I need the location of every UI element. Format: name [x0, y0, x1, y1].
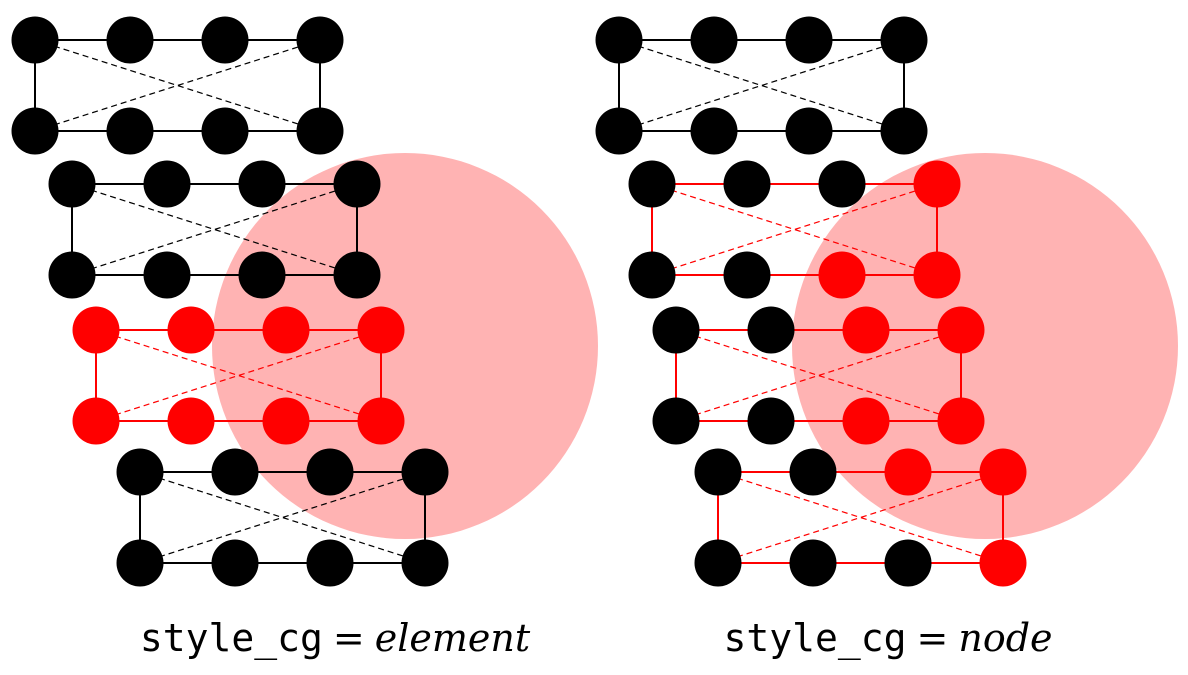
panel-element-element-1-node-7: [201, 107, 249, 155]
panel-node-element-3-node-1: [652, 306, 700, 354]
panel-node-element-4-node-6: [789, 539, 837, 587]
caption-element-value: element: [374, 616, 531, 660]
panel-node-element-4-node-1: [694, 448, 742, 496]
panel-element-element-2-node-4: [333, 160, 381, 208]
panel-node-element-2-node-1: [628, 160, 676, 208]
panel-node-element-2-node-3: [818, 160, 866, 208]
cg-selection-diagram: [11, 16, 1178, 587]
panel-node-element-2-node-4: [913, 160, 961, 208]
panel-node-element-2-node-2: [723, 160, 771, 208]
panel-element-element-3-node-2: [167, 306, 215, 354]
panel-node-element-4-node-2: [789, 448, 837, 496]
panel-node-element-4-node-8: [979, 539, 1027, 587]
panel-node-element-4-node-4: [979, 448, 1027, 496]
panel-element-element-2-node-2: [143, 160, 191, 208]
panel-element-element-2-node-1: [48, 160, 96, 208]
panel-element-element-2-node-5: [48, 251, 96, 299]
panel-node-element-2-node-8: [913, 251, 961, 299]
panel-node-element-1-node-1: [595, 16, 643, 64]
panel-element-element-4-node-6: [211, 539, 259, 587]
panel-node-element-1-node-2: [690, 16, 738, 64]
selection-circle-node: [792, 153, 1178, 539]
panel-element-element-1-node-4: [296, 16, 344, 64]
panel-element-element-4-node-1: [116, 448, 164, 496]
panel-element-element-4-node-2: [211, 448, 259, 496]
panel-node-element-4-node-7: [884, 539, 932, 587]
panel-element-element-3-node-5: [72, 397, 120, 445]
caption-node-equals: =: [916, 616, 949, 660]
panel-node-element-4-node-5: [694, 539, 742, 587]
panel-node-element-1-node-7: [785, 107, 833, 155]
panel-element-element-4-node-3: [306, 448, 354, 496]
panel-element-element-4-node-8: [401, 539, 449, 587]
panel-element-element-1-node-2: [106, 16, 154, 64]
panel-element-element-2-node-3: [238, 160, 286, 208]
panel-node-element-3-node-6: [747, 397, 795, 445]
caption-element: style_cg = element: [38, 616, 632, 661]
panel-node-element-1-node-5: [595, 107, 643, 155]
panel-node-element-2-node-5: [628, 251, 676, 299]
panel-element-element-3-node-7: [262, 397, 310, 445]
panel-element-element-2-node-6: [143, 251, 191, 299]
panel-element-element-4-node-4: [401, 448, 449, 496]
panel-element-element-3-node-3: [262, 306, 310, 354]
panel-element-element-2-node-8: [333, 251, 381, 299]
panel-element-element-2-node-7: [238, 251, 286, 299]
panel-node-element-3-node-5: [652, 397, 700, 445]
panel-element-element-4-node-7: [306, 539, 354, 587]
panel-element-element-4-node-5: [116, 539, 164, 587]
panel-element-element-3-node-6: [167, 397, 215, 445]
panel-element-element-1-node-3: [201, 16, 249, 64]
panel-element-element-3-node-4: [357, 306, 405, 354]
panel-node-element-3-node-3: [842, 306, 890, 354]
panel-node-element-3-node-8: [937, 397, 985, 445]
selection-circle-element: [212, 153, 598, 539]
panel-element-element-1-node-1: [11, 16, 59, 64]
panel-element-element-1-node-5: [11, 107, 59, 155]
panel-node-element-2-node-7: [818, 251, 866, 299]
panel-element-element-3-node-8: [357, 397, 405, 445]
panel-element-element-1-node-6: [106, 107, 154, 155]
panel-element-element-1-node-8: [296, 107, 344, 155]
caption-node-code: style_cg: [723, 616, 907, 660]
panel-node-element-2-node-6: [723, 251, 771, 299]
panel-node-element-3-node-7: [842, 397, 890, 445]
panel-node-element-1-node-3: [785, 16, 833, 64]
caption-node-value: node: [958, 616, 1053, 660]
panel-element-element-3-node-1: [72, 306, 120, 354]
panel-node-element-1-node-8: [880, 107, 928, 155]
panel-node-element-1-node-6: [690, 107, 738, 155]
caption-node: style_cg = node: [591, 616, 1185, 661]
caption-element-equals: =: [332, 616, 365, 660]
panel-node-element-1-node-4: [880, 16, 928, 64]
caption-element-code: style_cg: [139, 616, 323, 660]
panel-node-element-3-node-4: [937, 306, 985, 354]
panel-node-element-4-node-3: [884, 448, 932, 496]
panel-node-element-3-node-2: [747, 306, 795, 354]
